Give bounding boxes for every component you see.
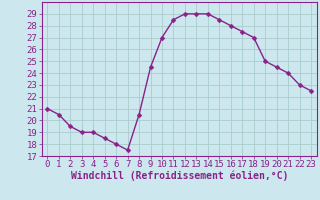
X-axis label: Windchill (Refroidissement éolien,°C): Windchill (Refroidissement éolien,°C)	[70, 171, 288, 181]
